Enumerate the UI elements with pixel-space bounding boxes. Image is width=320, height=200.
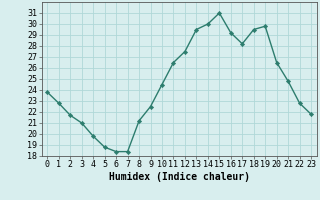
X-axis label: Humidex (Indice chaleur): Humidex (Indice chaleur)	[109, 172, 250, 182]
